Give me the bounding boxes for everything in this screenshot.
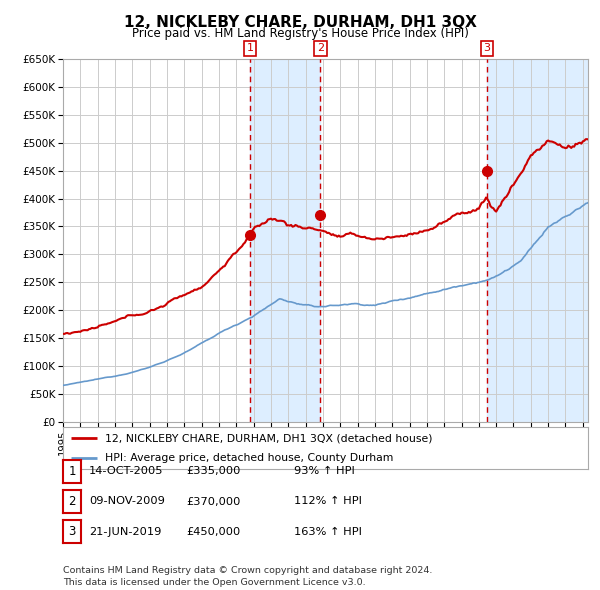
Text: £370,000: £370,000 <box>186 497 241 506</box>
Text: 09-NOV-2009: 09-NOV-2009 <box>89 497 164 506</box>
Text: 2: 2 <box>68 495 76 508</box>
Text: 21-JUN-2019: 21-JUN-2019 <box>89 527 161 536</box>
Bar <box>250 59 320 422</box>
Text: £450,000: £450,000 <box>186 527 240 536</box>
Text: 3: 3 <box>68 525 76 538</box>
Text: 2: 2 <box>317 44 324 54</box>
Text: 12, NICKLEBY CHARE, DURHAM, DH1 3QX (detached house): 12, NICKLEBY CHARE, DURHAM, DH1 3QX (det… <box>105 433 433 443</box>
Text: 163% ↑ HPI: 163% ↑ HPI <box>294 527 362 536</box>
Text: Price paid vs. HM Land Registry's House Price Index (HPI): Price paid vs. HM Land Registry's House … <box>131 27 469 40</box>
Text: £335,000: £335,000 <box>186 467 241 476</box>
Bar <box>487 59 588 422</box>
Text: 14-OCT-2005: 14-OCT-2005 <box>89 467 163 476</box>
Text: 112% ↑ HPI: 112% ↑ HPI <box>294 497 362 506</box>
Text: 93% ↑ HPI: 93% ↑ HPI <box>294 467 355 476</box>
Text: 1: 1 <box>247 44 253 54</box>
Text: Contains HM Land Registry data © Crown copyright and database right 2024.
This d: Contains HM Land Registry data © Crown c… <box>63 566 433 587</box>
Text: HPI: Average price, detached house, County Durham: HPI: Average price, detached house, Coun… <box>105 454 394 463</box>
Text: 12, NICKLEBY CHARE, DURHAM, DH1 3QX: 12, NICKLEBY CHARE, DURHAM, DH1 3QX <box>124 15 476 30</box>
Text: 3: 3 <box>484 44 490 54</box>
Text: 1: 1 <box>68 465 76 478</box>
